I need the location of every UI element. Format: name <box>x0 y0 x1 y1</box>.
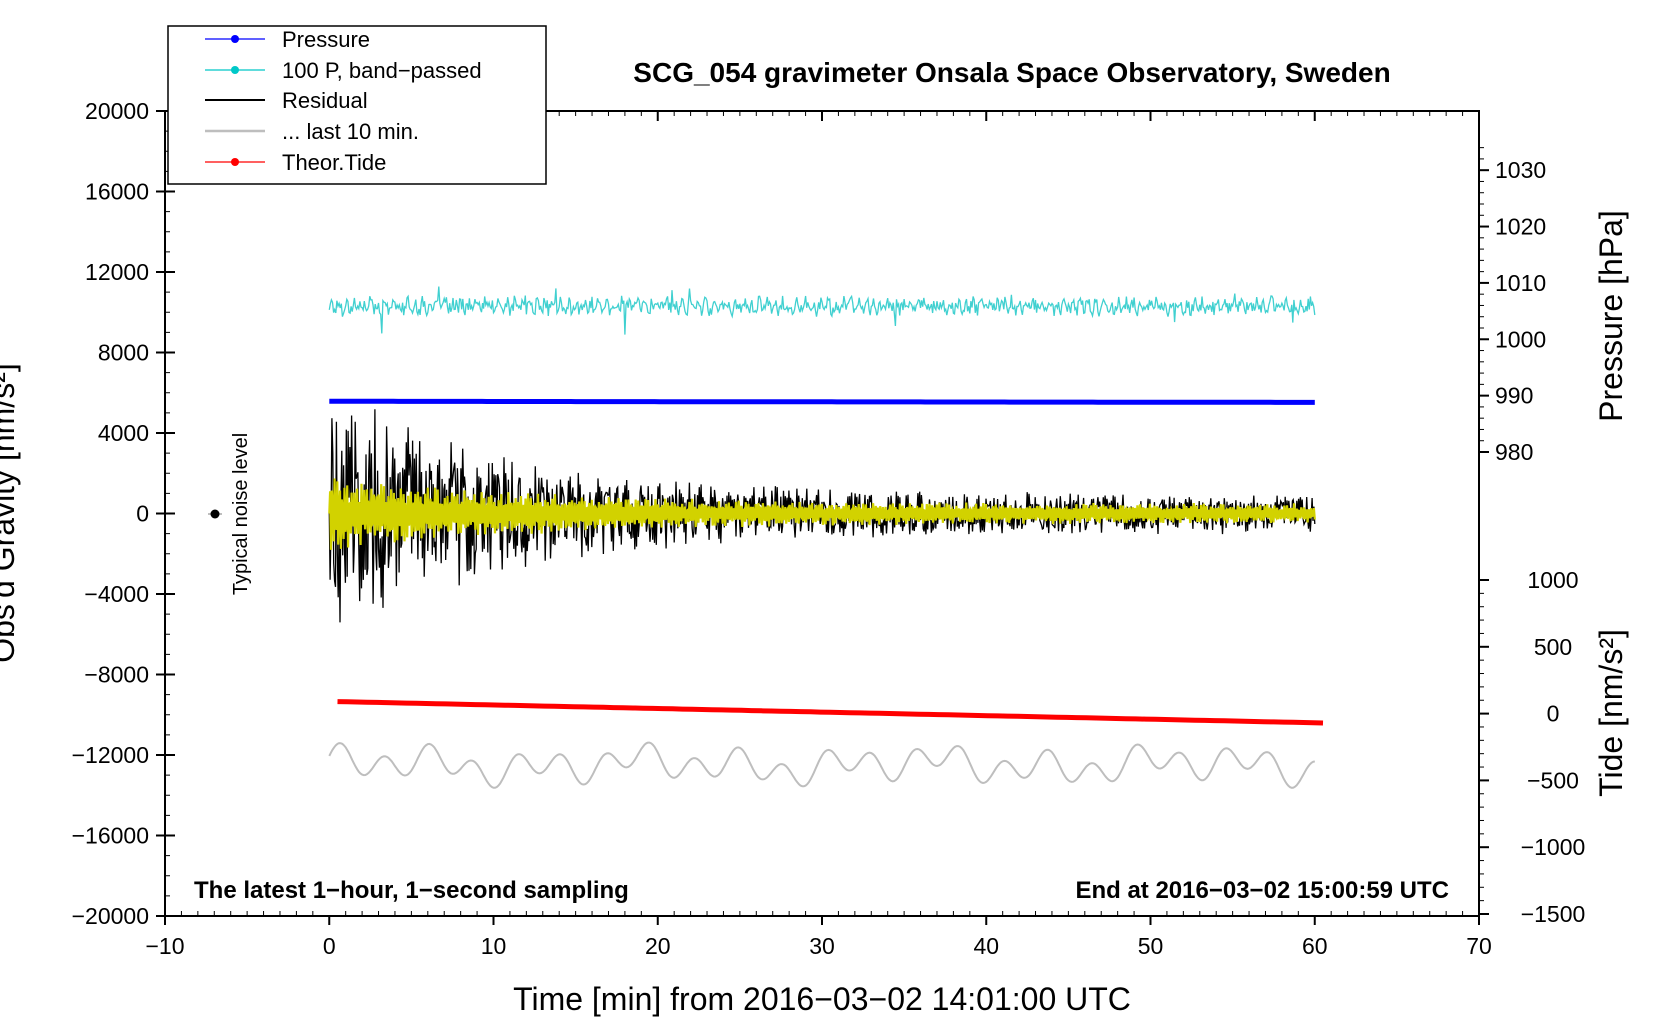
series-theoretical-tide <box>337 699 1324 726</box>
legend-marker-theoretical-tide <box>231 158 239 166</box>
x-axis-ticks: −10 0 10 20 30 40 50 60 70 <box>145 111 1492 959</box>
y-left-tick-label: 20000 <box>85 98 149 124</box>
y-left-axis-title: Obs'd Gravity [nm/s²] <box>0 363 21 663</box>
y-left-tick-label: 8000 <box>98 340 149 366</box>
x-tick-label: 20 <box>645 933 671 959</box>
pressure-tick-label: 980 <box>1495 439 1533 465</box>
pressure-tick-label: 990 <box>1495 383 1533 409</box>
pressure-axis-ticks: 1030 1020 1010 1000 990 980 <box>1479 147 1546 465</box>
y-left-tick-label: −12000 <box>72 742 149 768</box>
legend-item-last-10-min: ... last 10 min. <box>205 119 419 144</box>
y-left-axis-ticks: 20000 16000 12000 8000 4000 0 −4000 −8000 −12000… <box>72 98 175 929</box>
noise-marker: Typical noise level <box>208 433 252 595</box>
x-tick-label: 30 <box>809 933 835 959</box>
series-residual-band-passed <box>328 478 1316 550</box>
legend-marker-band-passed <box>231 66 239 74</box>
pressure-axis-title: Pressure [hPa] <box>1593 210 1629 422</box>
noise-dot <box>210 509 220 519</box>
pressure-tick-label: 1030 <box>1495 157 1546 183</box>
legend-item-band-passed: 100 P, band−passed <box>205 58 482 83</box>
x-axis-title: Time [min] from 2016−03−02 14:01:00 UTC <box>513 981 1131 1017</box>
tide-axis-ticks: 1000 500 0 −500 −1000 −1500 <box>1479 567 1585 927</box>
tide-tick-label: −500 <box>1527 767 1579 793</box>
end-time-note: End at 2016−03−02 15:00:59 UTC <box>1075 877 1449 904</box>
legend-item-pressure: Pressure <box>205 27 370 52</box>
legend-marker-pressure <box>231 35 239 43</box>
y-left-tick-label: 16000 <box>85 179 149 205</box>
legend-item-residual: Residual <box>205 88 368 113</box>
y-left-tick-label: −16000 <box>72 823 149 849</box>
y-left-tick-label: 12000 <box>85 259 149 285</box>
legend-label-last-10-min: ... last 10 min. <box>282 119 419 144</box>
series-last-10-min <box>328 741 1316 789</box>
legend-label-pressure: Pressure <box>282 27 370 52</box>
y-left-tick-label: 0 <box>136 501 149 527</box>
x-tick-label: 60 <box>1302 933 1328 959</box>
legend-item-theoretical-tide: Theor.Tide <box>205 150 386 175</box>
y-left-tick-label: −4000 <box>84 581 149 607</box>
tide-tick-label: 500 <box>1534 634 1572 660</box>
pressure-tick-label: 1020 <box>1495 214 1546 240</box>
tide-tick-label: −1000 <box>1521 834 1586 860</box>
noise-label: Typical noise level <box>230 433 252 595</box>
pressure-tick-label: 1010 <box>1495 270 1546 296</box>
y-left-tick-label: −8000 <box>84 662 149 688</box>
tide-tick-label: 0 <box>1547 701 1560 727</box>
x-tick-label: 0 <box>323 933 336 959</box>
sampling-note: The latest 1−hour, 1−second sampling <box>194 877 629 904</box>
legend-label-residual: Residual <box>282 88 368 113</box>
legend-label-band-passed: 100 P, band−passed <box>282 58 482 83</box>
x-tick-label: −10 <box>145 933 184 959</box>
tide-axis-title: Tide [nm/s²] <box>1593 629 1629 797</box>
x-tick-label: 50 <box>1138 933 1164 959</box>
y-left-tick-label: 4000 <box>98 420 149 446</box>
y-left-tick-label: −20000 <box>72 903 149 929</box>
tide-tick-label: 1000 <box>1527 567 1578 593</box>
legend: Pressure 100 P, band−passed Residual ...… <box>167 25 547 185</box>
tide-tick-label: −1500 <box>1521 901 1586 927</box>
series-layer <box>328 286 1324 789</box>
series-pressure <box>329 398 1315 405</box>
x-tick-label: 10 <box>481 933 507 959</box>
chart-title: SCG_054 gravimeter Onsala Space Observat… <box>633 57 1390 88</box>
legend-label-theoretical-tide: Theor.Tide <box>282 150 386 175</box>
pressure-tick-label: 1000 <box>1495 326 1546 352</box>
legend-box <box>167 25 547 185</box>
x-tick-label: 40 <box>973 933 999 959</box>
x-tick-label: 70 <box>1466 933 1492 959</box>
series-pressure-band-passed <box>328 286 1316 335</box>
